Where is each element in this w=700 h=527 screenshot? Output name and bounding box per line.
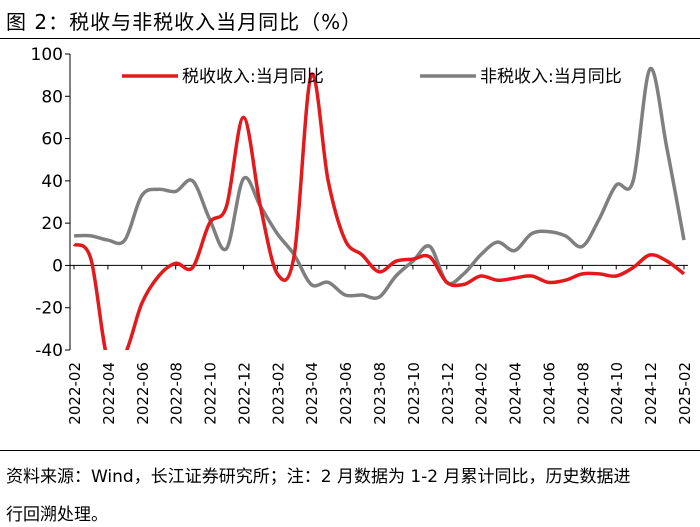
x-tick-label: 2023-10 [405,362,423,425]
line-chart: -40 -20 0 20 40 60 80 100 2022-02 2022-04 2022-06… [31,45,694,425]
x-tick-label: 2022-06 [134,362,152,425]
y-tick-label: 100 [31,45,63,65]
y-tick-label: 60 [41,130,63,150]
x-tick-label: 2024-10 [608,362,626,425]
x-tick-label: 2024-08 [574,362,592,425]
figure-title: 图 2：税收与非税收入当月同比（%） [6,10,363,34]
x-axis: 2022-02 2022-04 2022-06 2022-08 2022-10 2022-… [66,264,694,425]
x-tick-label: 2023-06 [337,362,355,425]
x-tick-label: 2024-02 [473,362,491,425]
y-tick-label: 80 [41,87,63,107]
legend-label: 税收收入:当月同比 [182,67,324,87]
y-tick-label: -20 [35,299,63,319]
bottom-rule [0,450,700,451]
top-rule [0,38,700,39]
x-tick-label: 2024-12 [642,362,660,425]
x-tick-label: 2023-02 [269,362,287,425]
x-tick-label: 2024-04 [507,362,525,425]
series-line-non-tax-revenue [73,67,686,300]
source-note-line-2: 行回溯处理。 [6,505,108,525]
y-tick-label: -40 [35,341,63,361]
y-tick-label: 0 [52,256,63,276]
y-axis: -40 -20 0 20 40 60 80 100 [31,45,71,361]
x-tick-label: 2022-02 [66,362,84,425]
x-tick-label: 2023-12 [439,362,457,425]
x-tick-label: 2024-06 [540,362,558,425]
legend-label: 非税收入:当月同比 [480,67,622,87]
legend: 税收收入:当月同比 非税收入:当月同比 [122,67,622,87]
x-tick-label: 2022-08 [168,362,186,425]
y-tick-label: 20 [41,214,63,234]
x-tick-label: 2023-08 [371,362,389,425]
x-tick-label: 2022-10 [202,362,220,425]
x-tick-label: 2022-04 [100,362,118,425]
x-tick-label: 2022-12 [235,362,253,425]
x-tick-label: 2025-02 [676,362,694,425]
y-tick-label: 40 [41,172,63,192]
x-tick-label: 2023-04 [303,362,321,425]
series-lines [72,67,686,350]
source-note-line-1: 资料来源：Wind，长江证券研究所；注：2 月数据为 1-2 月累计同比，历史数… [6,467,631,487]
series-line-tax-revenue [72,72,686,350]
